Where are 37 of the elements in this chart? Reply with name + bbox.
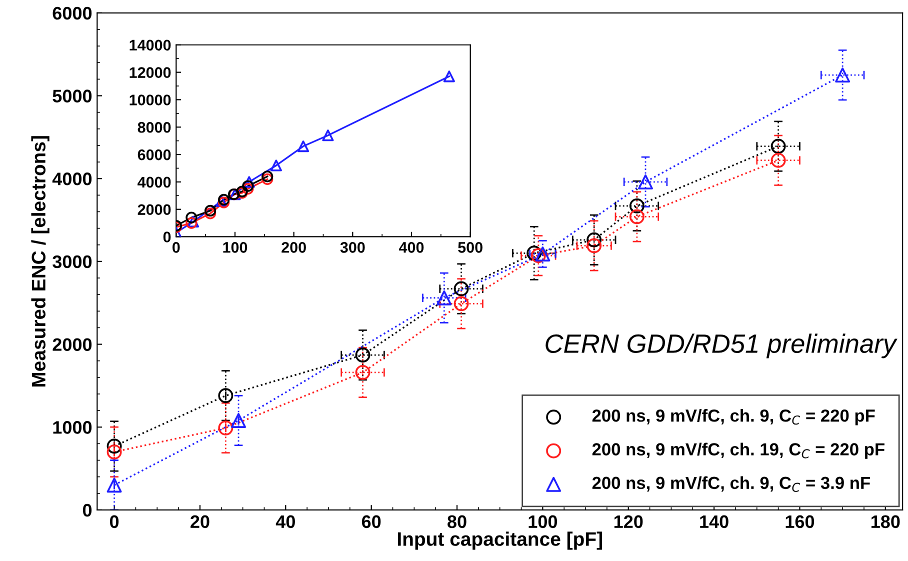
x-tick-label: 160: [786, 515, 814, 528]
x-tick-label: 40: [276, 515, 295, 528]
y-tick-label: 0: [82, 504, 92, 517]
y-tick-label: 0: [163, 232, 171, 242]
y-tick-label: 8000: [138, 122, 171, 133]
y-tick-label: 6000: [52, 6, 92, 20]
x-tick-label: 500: [458, 242, 482, 253]
y-tick-label: 5000: [52, 90, 92, 102]
x-tick-label: 0: [172, 242, 180, 253]
y-axis-title: Measured ENC / [electrons]: [31, 136, 50, 387]
y-tick-label: 6000: [138, 149, 171, 160]
y-tick-label: 14000: [130, 40, 171, 51]
x-tick-label: 0: [110, 515, 119, 528]
x-tick-label: 140: [700, 515, 728, 528]
x-tick-label: 200: [282, 242, 306, 253]
y-tick-label: 2000: [52, 338, 92, 351]
annotation: CERN GDD/RD51 preliminary: [546, 334, 898, 358]
x-tick-label: 120: [614, 515, 643, 528]
y-tick-label: 4000: [52, 172, 92, 186]
x-axis-title: Input capacitance [pF]: [398, 532, 602, 550]
x-tick-label: 60: [362, 515, 381, 528]
x-tick-label: 400: [398, 242, 424, 253]
y-tick-label: 1000: [53, 421, 92, 434]
x-tick-label: 180: [871, 515, 900, 528]
y-tick-label: 12000: [130, 67, 171, 78]
y-tick-label: 2000: [138, 204, 171, 216]
x-tick-label: 100: [223, 242, 248, 253]
x-tick-label: 100: [528, 515, 558, 528]
y-tick-label: 4000: [138, 176, 171, 188]
y-tick-label: 10000: [130, 94, 171, 106]
x-tick-label: 20: [190, 515, 210, 528]
legend-label: 200 ns, 9 mV/fC, ch. 9, C$_{C}$ = 220 pF: [592, 409, 875, 426]
x-tick-label: 300: [340, 242, 365, 253]
legend-label: 200 ns, 9 mV/fC, ch. 19, C$_{C}$ = 220 pF: [592, 442, 884, 459]
y-tick-label: 3000: [52, 255, 92, 268]
x-tick-label: 80: [448, 515, 466, 528]
legend-label: 200 ns, 9 mV/fC, ch. 9, C$_{C}$ = 3.9 nF: [592, 476, 870, 492]
